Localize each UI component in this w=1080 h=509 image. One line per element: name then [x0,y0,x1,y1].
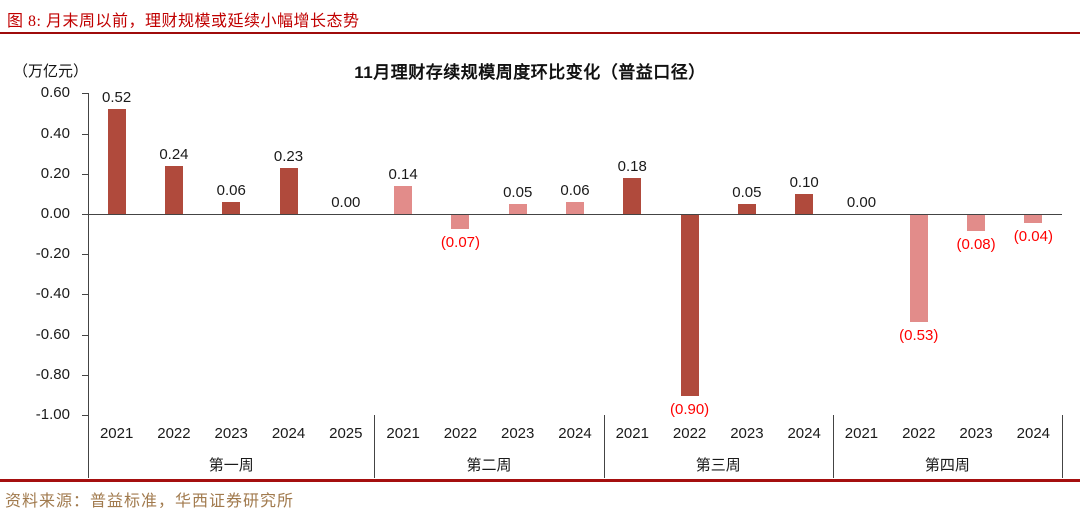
x-axis-year-label: 2021 [99,425,134,442]
y-tick-mark [82,415,88,416]
x-axis-year-label: 2021 [844,425,879,442]
week-group-separator [603,415,605,478]
x-axis-year-label: 2024 [787,425,821,442]
y-tick-label: 0.40 [40,124,70,142]
x-axis-year-label: 2023 [214,425,248,442]
bar-value-label: (0.04) [1013,228,1053,246]
bar-value-label: 0.06 [560,181,590,199]
x-axis-week-group-label: 第四周 [924,458,970,474]
bar [623,177,642,214]
x-axis-year-label: 2023 [959,425,993,442]
y-tick-mark [82,294,88,296]
bar [795,193,814,214]
x-axis-year-label: 2023 [501,425,535,442]
bar [967,215,986,232]
y-tick-mark [82,93,88,95]
y-tick-label: -0.60 [35,325,70,343]
y-tick-label: 0.00 [40,205,70,222]
bar [909,215,928,322]
bar [451,215,470,230]
top-rule-divider [0,32,1080,34]
y-tick-label: 0.60 [40,84,70,102]
bar [1024,215,1043,224]
x-axis-year-label: 2022 [672,425,707,442]
bar-value-label: 0.05 [503,183,533,201]
bar-value-label: 0.00 [331,194,361,211]
bar-value-label: 0.52 [102,89,132,107]
bar-value-label: (0.90) [669,400,710,418]
y-axis-line [88,93,89,478]
y-tick-label: 0.20 [40,164,70,182]
y-tick-label: -1.00 [35,406,70,423]
week-group-separator [1062,415,1063,478]
bar-value-label: 0.06 [216,181,246,199]
y-tick-mark [82,334,88,336]
y-tick-mark [82,214,88,215]
y-tick-mark [82,133,88,135]
y-tick-label: -0.20 [35,245,70,263]
y-axis-unit-label: （万亿元） [13,64,89,80]
bar-value-label: 0.05 [732,183,762,201]
bar [737,203,756,214]
bar [164,165,183,214]
week-group-separator [832,415,834,478]
bar [279,167,298,214]
bottom-rule-divider [0,479,1080,482]
bar-value-label: (0.53) [899,326,939,344]
x-axis-week-group-label: 第三周 [695,458,741,474]
bar-value-label: 0.18 [617,157,647,175]
chart-title: 11月理财存续规模周度环比变化（普益口径） [354,63,706,82]
zero-baseline [88,214,1062,215]
bar-value-label: 0.14 [388,165,418,183]
bar-value-label: 0.00 [846,194,877,211]
y-tick-label: -0.80 [35,365,70,383]
x-axis-year-label: 2024 [271,425,306,442]
bar [680,215,699,396]
bar [394,185,413,214]
x-axis-year-label: 2022 [902,425,936,442]
y-tick-mark [82,374,88,376]
bar [107,109,126,214]
source-attribution: 资料来源：普益标准，华西证券研究所 [5,493,295,509]
x-axis-year-label: 2021 [615,425,649,442]
figure-caption: 图 8: 月末周以前，理财规模或延续小幅增长态势 [7,13,360,30]
y-tick-mark [82,254,88,256]
x-axis-week-group-label: 第一周 [208,458,254,474]
week-group-separator [374,415,376,478]
x-axis-week-group-label: 第二周 [466,458,512,474]
x-axis-year-label: 2022 [157,425,191,442]
x-axis-year-label: 2024 [1016,425,1051,442]
bar-value-label: 0.10 [789,173,819,191]
y-tick-label: -0.40 [35,285,70,303]
y-tick-mark [82,173,88,175]
bar [222,201,241,214]
x-axis-year-label: 2022 [443,425,478,442]
x-axis-year-label: 2025 [329,425,363,442]
x-axis-year-label: 2023 [730,425,764,442]
bar-value-label: (0.07) [440,234,480,252]
bar-value-label: (0.08) [956,236,996,254]
bar [508,203,527,214]
bar-value-label: 0.23 [273,147,304,165]
bar-value-label: 0.24 [159,145,189,163]
x-axis-year-label: 2021 [386,425,420,442]
bar [566,201,584,214]
x-axis-year-label: 2024 [558,425,592,442]
